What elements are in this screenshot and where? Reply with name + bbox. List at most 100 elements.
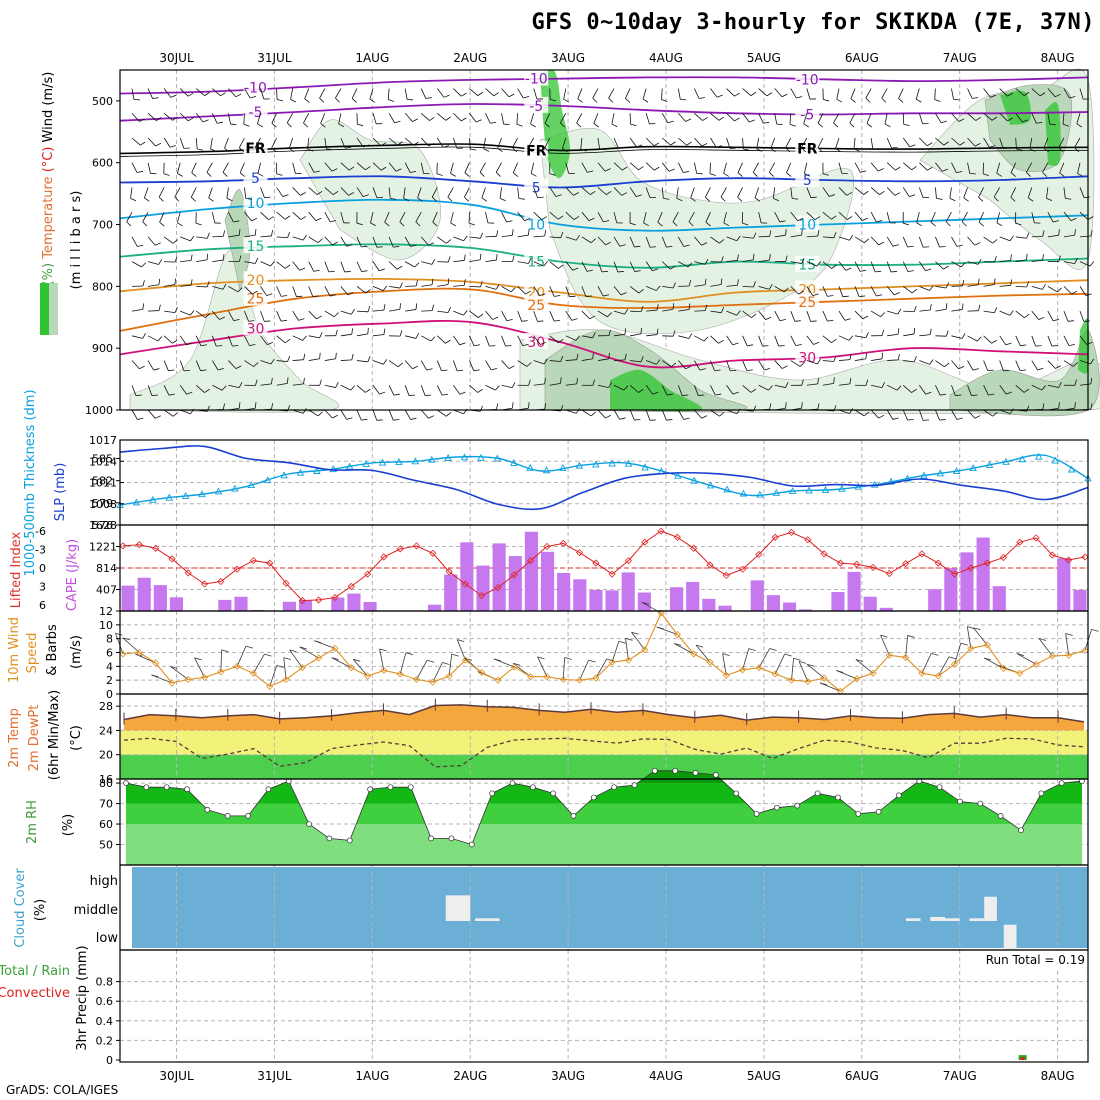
thickness-marker [198,490,206,498]
wind-barb [436,385,443,396]
wind-barb-flag [773,197,779,202]
li-marker [298,596,306,605]
cape-bar [428,604,442,611]
wind-barb-flag [1023,388,1030,393]
wind-barb-flag [801,257,805,264]
wind-barb-flag [412,118,419,122]
wind-barb [421,261,432,265]
wind-barb [613,286,622,296]
wind-barb [993,187,1001,198]
wind-barb [978,212,984,223]
wind-speed-marker [429,678,437,686]
wind-barb-flag [365,166,371,171]
wind-barb-flag [235,365,242,369]
wind-barb-flag [187,92,194,97]
wind-barb-flag [473,369,480,372]
wind-barb-flag [746,369,753,372]
wind-barb [758,285,770,290]
wind-barb [945,211,952,222]
wind-barb [774,384,786,388]
rh-shading [299,119,441,261]
isotherm-label-bg [243,103,268,120]
wind-barb-flag [607,312,613,318]
li-marker [1065,556,1073,564]
wind-barb-flag [988,393,995,396]
y-axis-label: 10m Wind [7,617,22,683]
wind-speed-marker [494,676,502,684]
cape-bar [766,595,780,611]
wind-barb [1063,335,1070,346]
wind-barb-flag [276,173,283,176]
wind-barb [453,236,464,242]
wind-barb-flag [812,293,819,296]
thickness-marker [821,485,830,493]
wind-barb-flag [978,278,980,285]
wind-barb [131,335,143,339]
wind-barb-flag [313,269,320,272]
wind-barb [999,260,1011,263]
wind-barb-flag [817,122,823,128]
wind-barb [918,261,926,271]
wind-barb [211,113,218,124]
thickness-marker [280,471,288,479]
wind-barb [324,261,330,273]
wind-barb-flag [425,97,432,99]
cloud-patch [969,918,985,921]
li-marker [364,570,372,578]
wind-barb [211,360,219,371]
wind-barb-flag [351,98,357,103]
wind-barb-flag [523,96,530,99]
li-marker [135,541,143,549]
wind-barb-flag [235,93,242,98]
wind-barb-flag [204,91,210,96]
y-axis-label-part: 10m Wind [7,617,22,683]
wind-barb [324,358,336,361]
wind-barb-flag [878,168,884,172]
wind-barb-flag [751,313,757,318]
wind-barb-flag [417,197,423,202]
wind-barb [210,137,213,149]
li-marker [820,550,828,558]
wind-barb [324,211,331,223]
wind-barb-flag [704,258,709,265]
wind-barb-flag [190,279,193,286]
wind-barb [838,261,847,271]
wind-barb [549,382,561,386]
wind-barb-flag [329,220,337,223]
wind-barb [356,286,366,294]
wind-barb-flag [848,335,854,341]
cape-y-label: CAPE (J/kg) [65,539,80,611]
wind-barb [244,286,253,295]
wind-barb-flag [544,230,547,237]
wind-barb-flag [601,270,608,273]
wind-barb-flag [271,377,273,384]
temp-band-green [120,754,1088,779]
isotherm-label-bg [795,292,820,309]
wind-barb [180,310,191,316]
wind-barb-flag [611,123,618,128]
wind-barb-flag [827,319,834,322]
wind-barb [324,310,335,318]
isotherm--5 [119,103,1089,122]
wind-barb [918,409,924,421]
wind-barb [1043,137,1049,149]
wind-barb-flag [865,379,869,386]
wind-barb-flag [136,170,143,173]
wind-barb-flag [880,312,886,317]
wind-barb-flag [319,352,321,359]
wind-barb [854,409,865,417]
wind-barb [421,284,433,287]
wind-barb-flag [550,99,557,102]
wind-barb-flag [1072,362,1078,367]
wind-barb [244,310,249,322]
wind-barb-10m [1065,633,1070,656]
wind-barb [308,286,314,297]
wind-barb-flag [770,147,776,153]
y-axis-label-part: 2m RH [25,800,40,844]
wind-barb [983,385,989,396]
wind-barb [356,187,364,197]
wind-speed-marker [315,654,323,662]
wind-barb [549,310,555,322]
wind-barb-flag [864,238,870,244]
y-tick-label: 0.4 [96,1015,114,1028]
